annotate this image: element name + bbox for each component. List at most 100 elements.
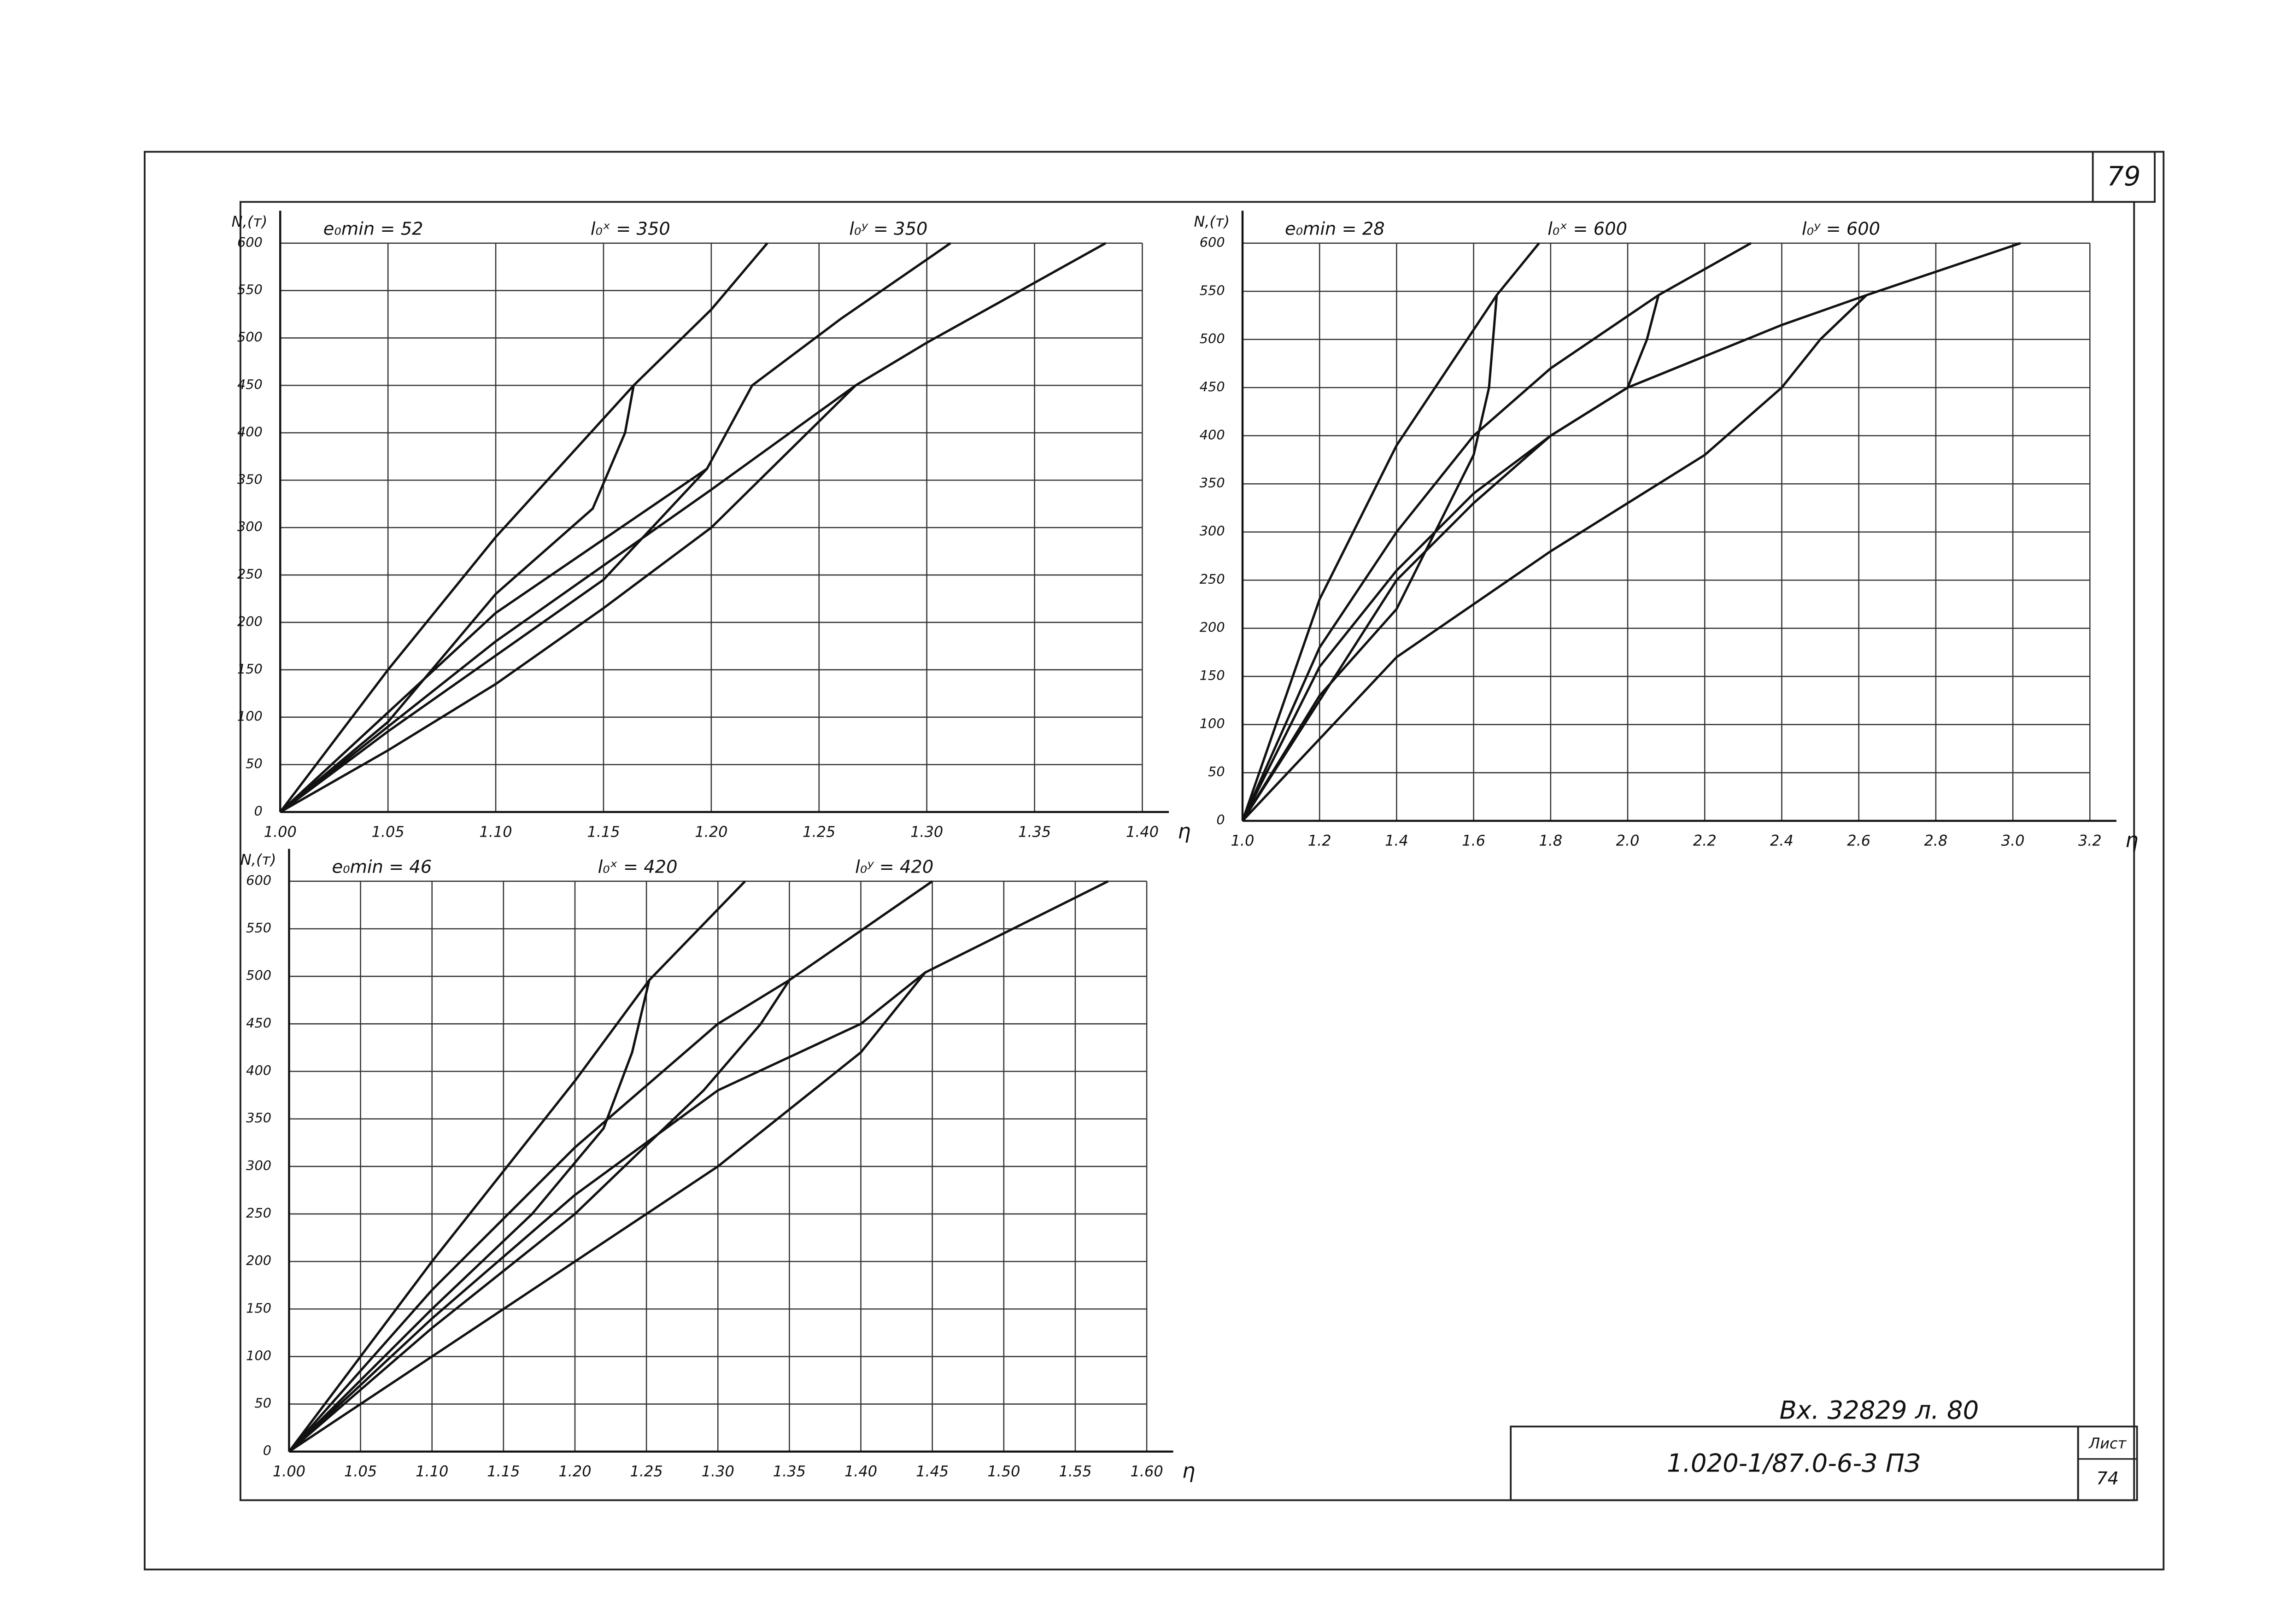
x-tick-label: 1.40	[1126, 823, 1159, 840]
curve	[288, 979, 651, 1453]
annotation: l₀ˣ = 600	[1548, 219, 1627, 240]
y-tick-label: 150	[246, 1300, 271, 1316]
y-tick-label: 500	[1200, 331, 1225, 346]
x-tick-label: 1.30	[910, 823, 943, 840]
y-tick-label: 100	[1200, 716, 1225, 732]
y-tick-label: 550	[1200, 282, 1225, 298]
x-tick-label: 1.30	[702, 1463, 734, 1480]
y-tick-label: 150	[237, 661, 263, 677]
x-tick-label: 2.2	[1693, 832, 1717, 849]
y-tick-label: 600	[246, 873, 271, 888]
y-tick-label: 350	[246, 1110, 271, 1126]
annotation: l₀ʸ = 420	[855, 857, 933, 878]
x-tick-label: 1.6	[1462, 832, 1485, 849]
annotation: l₀ˣ = 420	[598, 857, 678, 878]
curve	[1241, 294, 1660, 822]
x-tick-label: 1.0	[1231, 832, 1254, 849]
curve	[1242, 294, 1868, 822]
x-tick-label: 1.50	[987, 1463, 1020, 1480]
x-tick-label: 1.00	[264, 823, 297, 840]
x-tick-label: 1.55	[1059, 1463, 1091, 1480]
curve	[279, 242, 768, 813]
y-tick-label: 300	[246, 1158, 271, 1173]
curve	[279, 468, 708, 813]
y-tick-label: 200	[1200, 620, 1225, 635]
y-axis-label: N,(т)	[1194, 213, 1230, 230]
y-tick-label: 400	[237, 424, 263, 440]
page-number: 79	[2107, 161, 2140, 192]
curve	[279, 242, 951, 813]
curve	[288, 972, 926, 1453]
y-axis-label: N,(т)	[232, 213, 268, 230]
x-tick-label: 1.15	[587, 823, 620, 840]
y-tick-label: 350	[1200, 475, 1225, 491]
annotation: e₀min = 46	[332, 857, 432, 878]
annotation: l₀ʸ = 350	[849, 219, 927, 240]
x-tick-label: 1.8	[1539, 832, 1562, 849]
y-tick-label: 0	[254, 803, 263, 819]
annotation: e₀min = 28	[1285, 219, 1385, 240]
y-tick-label: 550	[246, 920, 271, 936]
x-tick-label: 2.8	[1924, 832, 1947, 849]
x-tick-label: 1.60	[1131, 1463, 1163, 1480]
x-tick-label: 1.05	[344, 1463, 377, 1480]
x-tick-label: 2.6	[1847, 832, 1870, 849]
y-tick-label: 200	[246, 1253, 271, 1268]
y-tick-label: 400	[246, 1062, 271, 1078]
curve	[1241, 242, 1540, 821]
x-tick-label: 1.20	[695, 823, 727, 840]
y-tick-label: 500	[246, 967, 271, 983]
inventory-note: Вх. 32829 л. 80	[1780, 1396, 1979, 1425]
y-tick-label: 150	[1200, 668, 1225, 683]
curve	[288, 880, 933, 1453]
sheet-value: 74	[2096, 1468, 2119, 1489]
y-tick-label: 550	[237, 282, 263, 298]
y-tick-label: 600	[1200, 235, 1225, 250]
y-tick-label: 250	[237, 566, 263, 582]
x-tick-label: 1.25	[803, 823, 835, 840]
document-code: 1.020-1/87.0-6-3 ПЗ	[1667, 1449, 1921, 1478]
x-tick-label: 1.2	[1308, 832, 1331, 849]
x-tick-label: 2.4	[1770, 832, 1794, 849]
x-tick-label: 1.25	[630, 1463, 663, 1480]
y-tick-label: 50	[254, 1395, 271, 1411]
y-tick-label: 250	[246, 1205, 271, 1221]
x-axis-label: η	[1182, 1459, 1195, 1483]
inner-frame	[239, 201, 2135, 1501]
x-tick-label: 1.40	[844, 1463, 877, 1480]
x-tick-label: 1.10	[479, 823, 512, 840]
y-tick-label: 450	[237, 376, 263, 392]
curve	[288, 979, 791, 1453]
sheet-box	[2077, 1425, 2138, 1501]
x-tick-label: 2.0	[1616, 832, 1640, 849]
x-tick-label: 1.10	[416, 1463, 448, 1480]
x-tick-label: 1.4	[1385, 832, 1408, 849]
x-axis-label: η	[2125, 827, 2138, 852]
x-tick-label: 1.45	[916, 1463, 949, 1480]
y-tick-label: 350	[237, 471, 263, 487]
x-tick-label: 1.35	[773, 1463, 806, 1480]
annotation: l₀ʸ = 600	[1802, 219, 1880, 240]
y-tick-label: 300	[1200, 523, 1225, 539]
y-tick-label: 50	[1208, 764, 1225, 780]
y-tick-label: 400	[1200, 427, 1225, 443]
annotation: e₀min = 52	[323, 219, 423, 240]
x-tick-label: 3.0	[2001, 832, 2025, 849]
y-tick-label: 200	[237, 614, 263, 629]
y-tick-label: 0	[263, 1443, 271, 1459]
y-tick-label: 300	[237, 519, 263, 534]
page-number-box	[2092, 151, 2156, 203]
y-tick-label: 500	[237, 329, 263, 345]
y-tick-label: 0	[1216, 812, 1225, 828]
y-tick-label: 450	[1200, 379, 1225, 394]
y-axis-label: N,(т)	[240, 851, 276, 868]
y-tick-label: 100	[246, 1348, 271, 1363]
y-tick-label: 450	[246, 1015, 271, 1031]
curve	[279, 242, 1107, 813]
x-axis-label: η	[1178, 819, 1190, 843]
x-tick-label: 1.15	[487, 1463, 520, 1480]
x-tick-label: 1.35	[1018, 823, 1051, 840]
curve	[288, 880, 746, 1453]
